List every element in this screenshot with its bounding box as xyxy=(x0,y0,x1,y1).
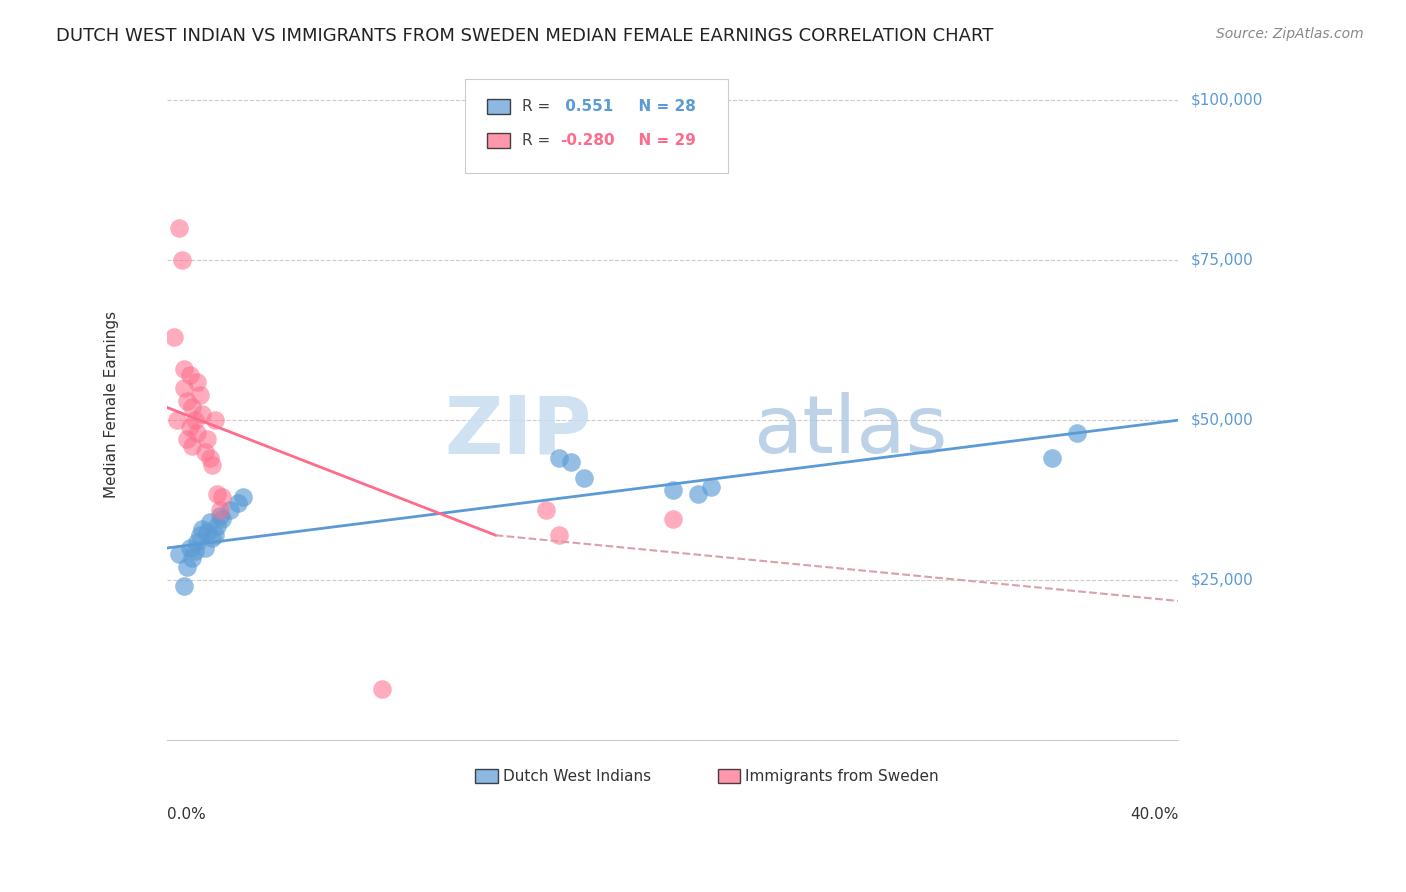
Point xyxy=(169,548,191,562)
Text: Immigrants from Sweden: Immigrants from Sweden xyxy=(745,769,939,783)
Point xyxy=(226,496,249,510)
Point xyxy=(176,433,198,447)
Point xyxy=(572,471,595,485)
Point xyxy=(547,528,569,542)
Text: N = 29: N = 29 xyxy=(628,133,696,148)
Point xyxy=(194,541,217,555)
Point xyxy=(179,419,201,434)
Point xyxy=(169,221,191,235)
Text: DUTCH WEST INDIAN VS IMMIGRANTS FROM SWEDEN MEDIAN FEMALE EARNINGS CORRELATION C: DUTCH WEST INDIAN VS IMMIGRANTS FROM SWE… xyxy=(56,27,994,45)
Text: $50,000: $50,000 xyxy=(1191,413,1254,427)
Point xyxy=(194,445,217,459)
Point xyxy=(661,483,683,498)
Text: 0.0%: 0.0% xyxy=(167,807,205,822)
Point xyxy=(232,490,254,504)
Point xyxy=(661,512,683,526)
Point xyxy=(204,413,226,427)
Point xyxy=(219,502,242,516)
Point xyxy=(699,480,721,494)
Point xyxy=(204,528,226,542)
Point xyxy=(201,532,224,546)
Point xyxy=(183,544,205,558)
FancyBboxPatch shape xyxy=(465,78,728,172)
Point xyxy=(173,381,195,395)
Text: $75,000: $75,000 xyxy=(1191,252,1254,268)
Point xyxy=(188,528,211,542)
Point xyxy=(163,330,186,344)
Point xyxy=(186,425,208,440)
Text: ZIP: ZIP xyxy=(444,392,592,470)
Point xyxy=(547,451,569,466)
Point xyxy=(198,516,221,530)
FancyBboxPatch shape xyxy=(475,769,498,783)
Point xyxy=(179,368,201,383)
Point xyxy=(195,433,218,447)
Text: N = 28: N = 28 xyxy=(628,99,696,114)
Point xyxy=(176,394,198,409)
Point xyxy=(170,253,193,268)
Text: 0.551: 0.551 xyxy=(561,99,613,114)
Point xyxy=(181,550,204,565)
Text: R =: R = xyxy=(522,99,555,114)
Point xyxy=(195,524,218,539)
Text: Median Female Earnings: Median Female Earnings xyxy=(104,310,118,498)
Text: $25,000: $25,000 xyxy=(1191,573,1254,588)
Point xyxy=(198,451,221,466)
Text: Dutch West Indians: Dutch West Indians xyxy=(503,769,651,783)
Text: R =: R = xyxy=(522,133,555,148)
Point xyxy=(208,509,231,524)
Point xyxy=(1066,425,1088,440)
Point xyxy=(191,407,214,421)
Text: atlas: atlas xyxy=(754,392,948,470)
Point xyxy=(560,455,582,469)
Text: Source: ZipAtlas.com: Source: ZipAtlas.com xyxy=(1216,27,1364,41)
Point xyxy=(173,579,195,593)
Point xyxy=(166,413,188,427)
Point xyxy=(201,458,224,472)
Point xyxy=(686,486,709,500)
Point xyxy=(176,560,198,574)
Point xyxy=(186,375,208,389)
Point xyxy=(211,512,233,526)
Point xyxy=(371,681,394,696)
Point xyxy=(183,413,205,427)
Point xyxy=(207,486,229,500)
Point xyxy=(181,439,204,453)
Point xyxy=(173,362,195,376)
FancyBboxPatch shape xyxy=(488,133,510,148)
Point xyxy=(207,518,229,533)
Point xyxy=(191,522,214,536)
Point xyxy=(188,387,211,401)
Point xyxy=(179,541,201,555)
Text: -0.280: -0.280 xyxy=(561,133,614,148)
FancyBboxPatch shape xyxy=(718,769,741,783)
Point xyxy=(186,534,208,549)
Text: 40.0%: 40.0% xyxy=(1130,807,1178,822)
Point xyxy=(534,502,557,516)
FancyBboxPatch shape xyxy=(488,99,510,114)
Text: $100,000: $100,000 xyxy=(1191,93,1264,108)
Point xyxy=(211,490,233,504)
Point xyxy=(181,401,204,415)
Point xyxy=(1040,451,1063,466)
Point xyxy=(208,502,231,516)
